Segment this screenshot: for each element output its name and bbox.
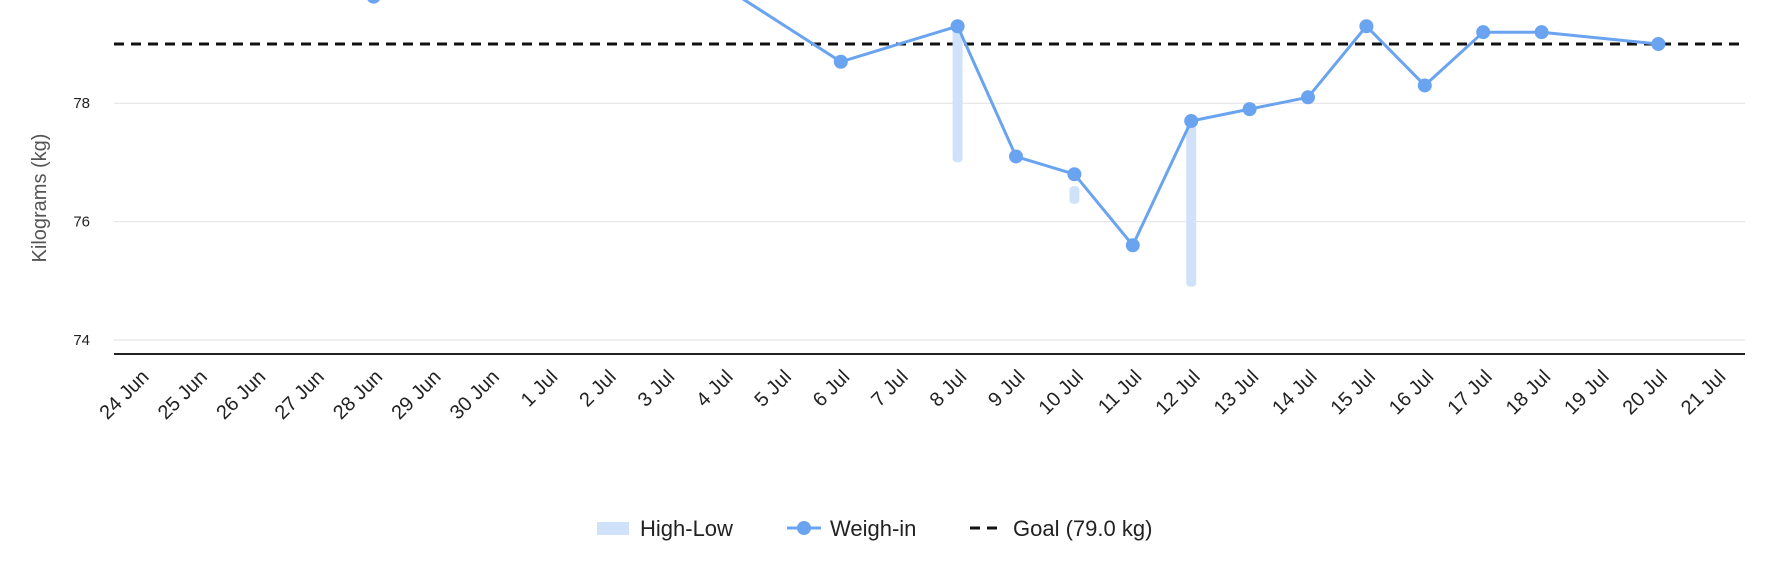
weigh-in-point xyxy=(1359,19,1374,34)
x-tick-label: 25 Jun xyxy=(154,366,212,424)
x-tick-label: 2 Jul xyxy=(575,366,620,411)
x-tick-label: 17 Jul xyxy=(1443,366,1496,419)
weigh-in-line xyxy=(741,0,1659,247)
y-tick-label: 76 xyxy=(73,214,90,231)
x-tick-label: 6 Jul xyxy=(809,366,854,411)
x-tick-label: 18 Jul xyxy=(1502,366,1555,419)
weigh-in-point xyxy=(1651,37,1666,51)
legend-high-low-swatch xyxy=(597,522,629,535)
x-tick-label: 3 Jul xyxy=(634,366,679,411)
legend-item-goal[interactable]: Goal (79.0 kg) xyxy=(970,516,1152,541)
x-tick-label: 28 Jun xyxy=(329,366,387,424)
weigh-in-point xyxy=(1242,102,1257,117)
x-tick-label: 9 Jul xyxy=(984,366,1029,411)
y-tick-label: 78 xyxy=(73,95,90,112)
high-low-bar xyxy=(1069,186,1080,204)
weigh-in-point xyxy=(1067,167,1082,182)
weigh-in-layer xyxy=(367,0,1666,253)
x-tick-label: 13 Jul xyxy=(1210,366,1263,419)
y-tick-label: 74 xyxy=(73,332,90,349)
weigh-in-point xyxy=(1417,78,1432,93)
weigh-in-point xyxy=(1301,90,1315,105)
legend-goal-label: Goal (79.0 kg) xyxy=(1013,516,1152,541)
x-tick-label: 5 Jul xyxy=(751,366,796,411)
weigh-in-point xyxy=(1125,238,1140,253)
x-tick-label: 19 Jul xyxy=(1560,366,1613,419)
x-tick-label: 11 Jul xyxy=(1094,366,1146,418)
x-tick-label: 1 Jul xyxy=(517,366,562,411)
x-tick-label: 10 Jul xyxy=(1035,366,1088,419)
high-low-bar xyxy=(1186,120,1197,287)
weigh-in-point xyxy=(950,19,965,34)
weigh-in-point xyxy=(1476,25,1491,40)
x-tick-label: 29 Jun xyxy=(388,366,446,424)
x-tick-label: 20 Jul xyxy=(1619,366,1672,419)
legend: High-Low Weigh-in Goal (79.0 kg) xyxy=(597,516,1152,541)
weigh-in-point xyxy=(1009,149,1023,164)
high-low-bar xyxy=(952,26,963,163)
x-tick-label: 30 Jun xyxy=(446,366,504,424)
high-low-layer xyxy=(952,26,1197,287)
weigh-in-point xyxy=(367,0,380,4)
legend-weigh-in-marker xyxy=(797,521,811,535)
x-tick-label: 4 Jul xyxy=(692,366,737,411)
x-tick-label: 12 Jul xyxy=(1151,366,1204,419)
x-tick-label: 7 Jul xyxy=(867,366,912,411)
x-tick-label: 16 Jul xyxy=(1385,366,1438,419)
legend-item-weigh-in[interactable]: Weigh-in xyxy=(787,516,916,541)
weigh-in-point xyxy=(1534,25,1549,40)
x-tick-label: 26 Jun xyxy=(212,366,270,424)
legend-weigh-in-label: Weigh-in xyxy=(830,516,916,541)
y-axis-title: Kilograms (kg) xyxy=(29,134,51,263)
x-tick-label: 21 Jul xyxy=(1677,366,1730,419)
legend-high-low-label: High-Low xyxy=(640,516,733,541)
weigh-in-point xyxy=(1184,113,1199,128)
grid-layer xyxy=(114,102,1745,341)
x-tick-label: 24 Jun xyxy=(96,366,154,424)
x-tick-label: 27 Jun xyxy=(271,366,329,424)
legend-item-high-low[interactable]: High-Low xyxy=(597,516,733,541)
x-tick-label: 14 Jul xyxy=(1268,366,1321,419)
x-tick-label: 15 Jul xyxy=(1327,366,1380,419)
x-tick-label: 8 Jul xyxy=(926,366,971,411)
weigh-in-point xyxy=(833,54,848,69)
